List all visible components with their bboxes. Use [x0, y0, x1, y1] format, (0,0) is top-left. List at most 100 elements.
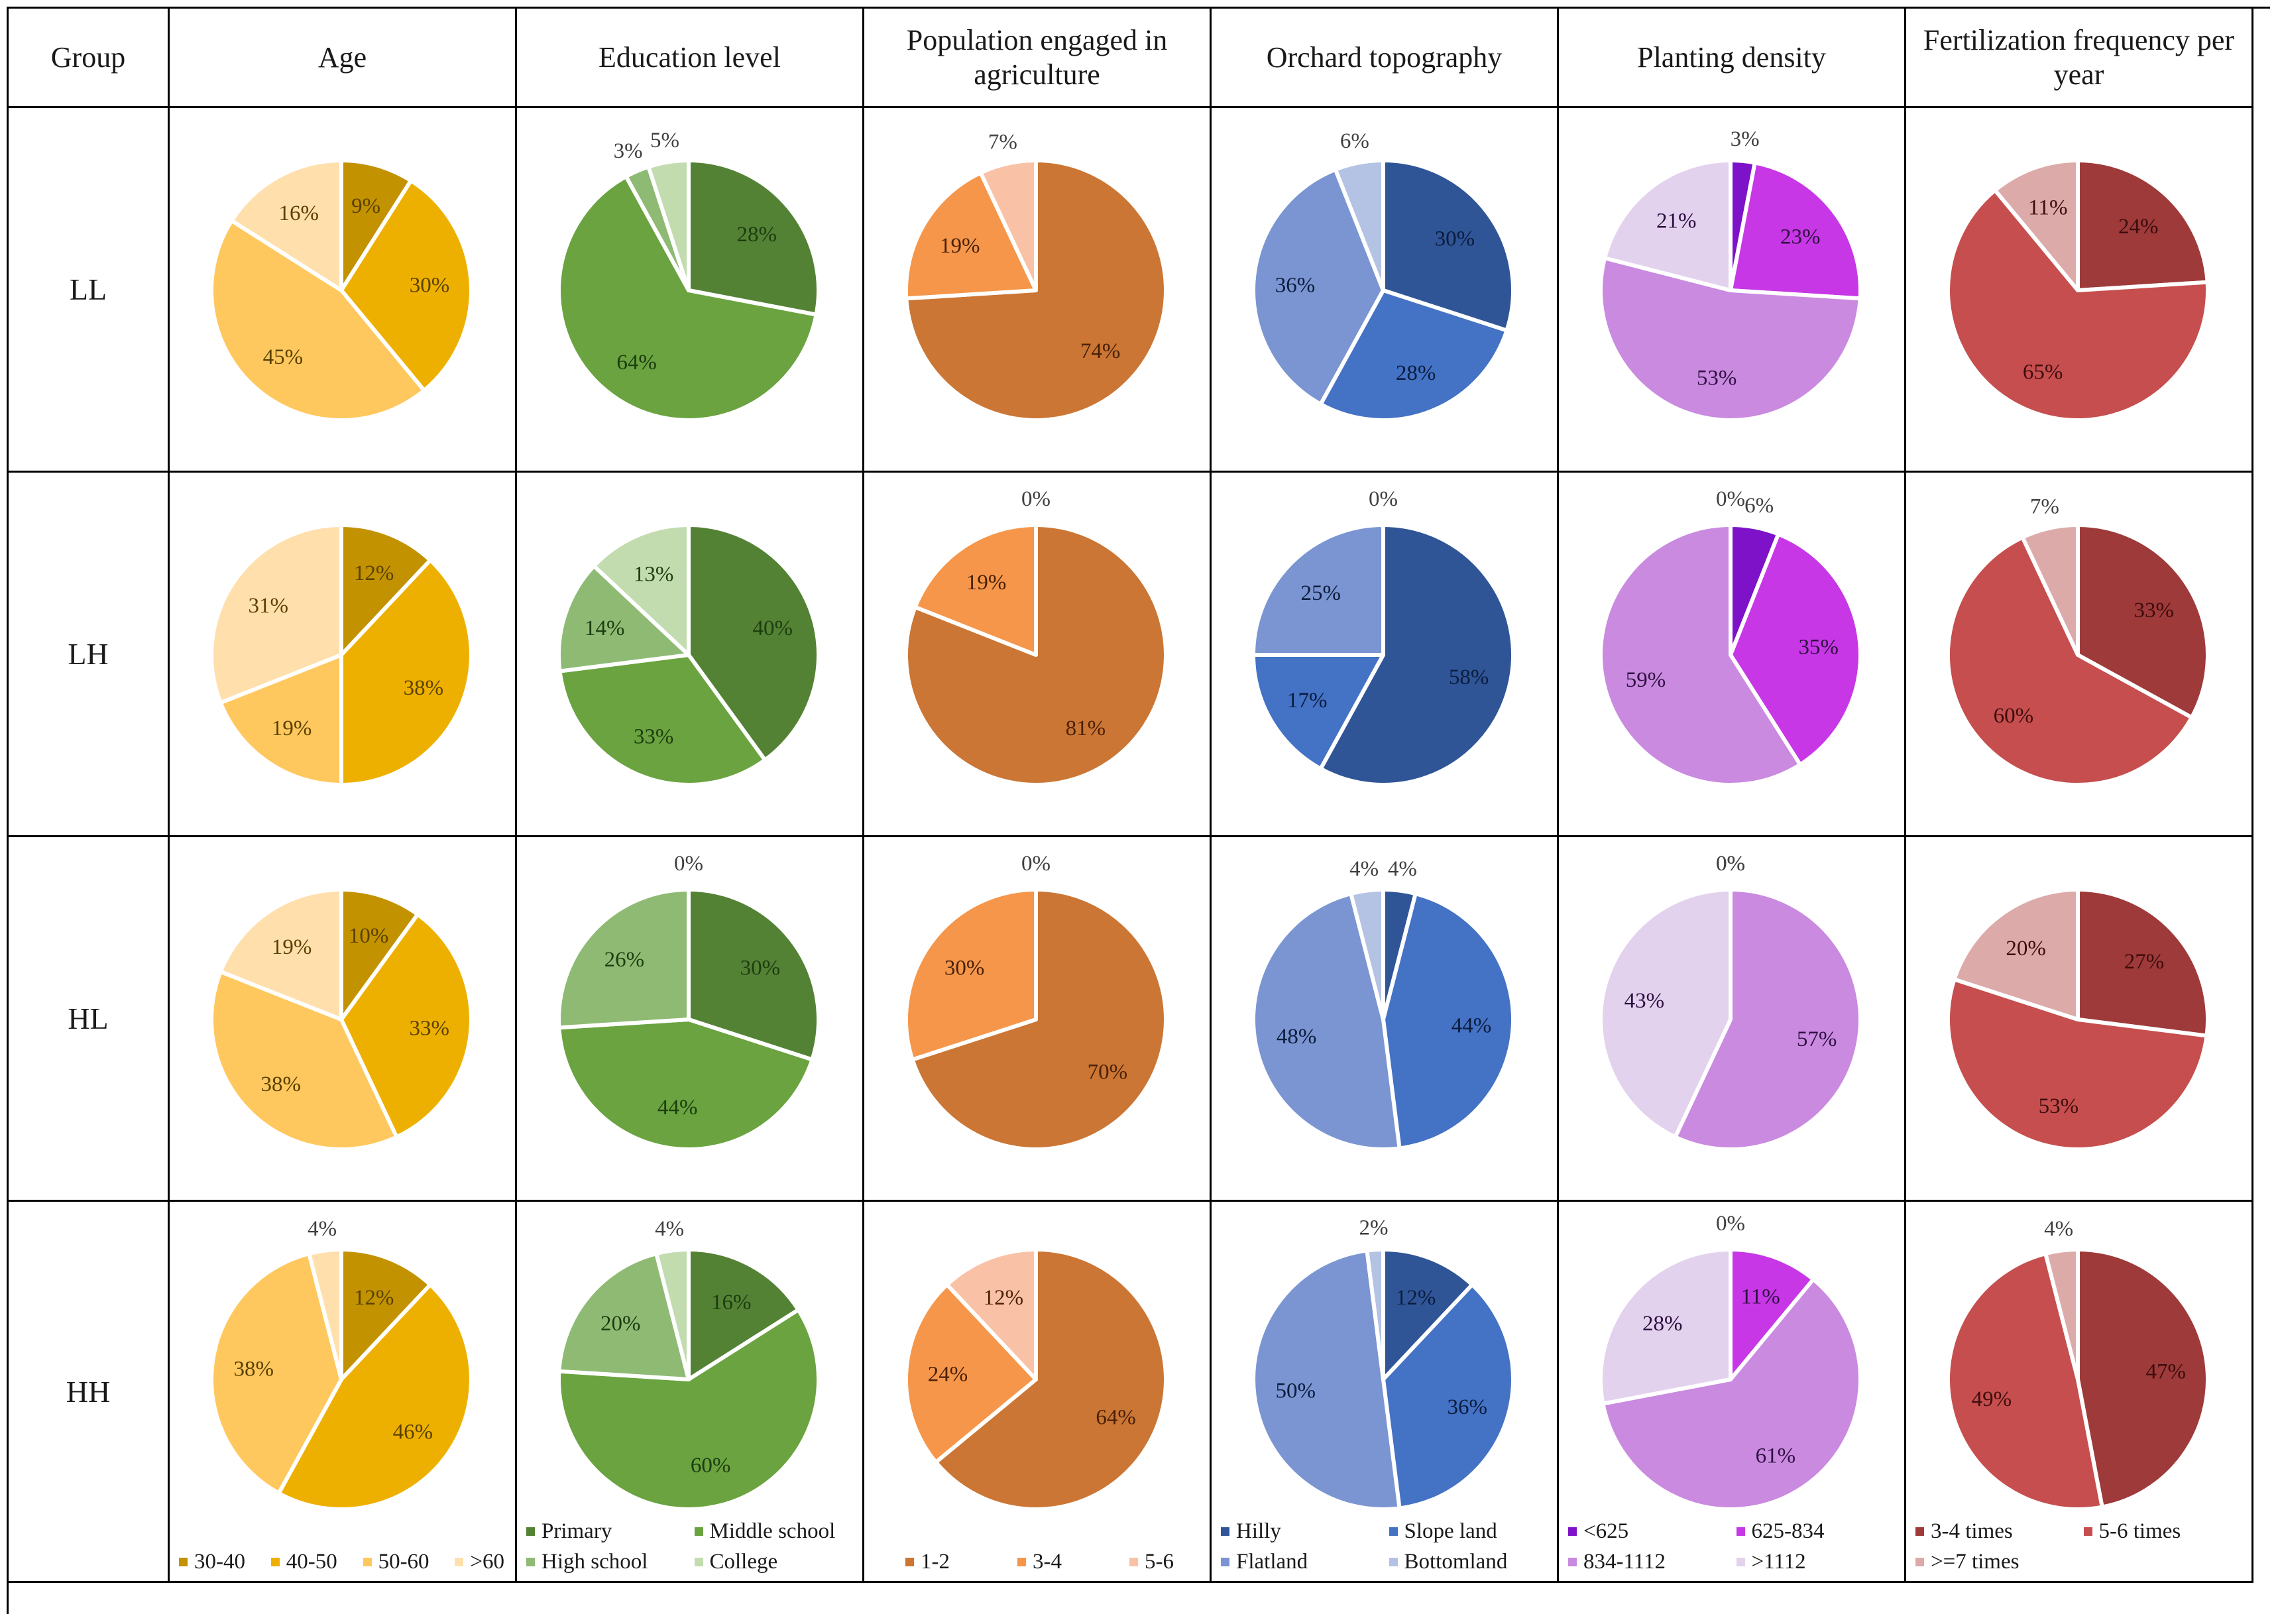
- data-label: 64%: [1096, 1406, 1136, 1430]
- legend-item-60: >60: [455, 1546, 504, 1577]
- slice-5-6: [978, 158, 1038, 292]
- data-label: 2%: [1359, 1216, 1389, 1240]
- slice-40-50: [339, 178, 473, 393]
- slice-3-4: [904, 170, 1038, 301]
- slice-3-4-times: [2076, 888, 2210, 1038]
- data-label: 50%: [1276, 1379, 1316, 1403]
- legend-item-hilly: Hilly: [1221, 1516, 1385, 1546]
- slice-625-834: [1729, 532, 1862, 767]
- slice-1-2: [910, 888, 1168, 1151]
- data-label: 43%: [1624, 989, 1665, 1013]
- legend-label: 30-40: [194, 1550, 245, 1574]
- slice-college: [592, 523, 691, 657]
- figure-table: Group Age Education level Population eng…: [7, 7, 2270, 1614]
- legend-swatch: [1568, 1527, 1577, 1536]
- pie-chart-education-level-hh: 16% 60% 20% 4%: [557, 1217, 821, 1511]
- slice-1112: [1599, 1247, 1733, 1406]
- pie-chart-planting-density-ll: 3% 23% 53% 21%: [1599, 127, 1862, 422]
- header-planting-density: Planting density: [1559, 9, 1906, 108]
- legend: Hilly Slope land Flatland Bottomland: [1221, 1516, 1553, 1577]
- data-label: 40%: [753, 616, 793, 640]
- legend-item-5-6: 5-6: [1129, 1546, 1174, 1577]
- data-label: 4%: [2044, 1217, 2073, 1241]
- slice-60: [209, 523, 343, 705]
- slice-834-1112: [1599, 256, 1862, 422]
- legend-swatch: [526, 1557, 535, 1566]
- pie-chart-fertilization-frequency-per-year-ll: 24% 65% 11%: [1946, 158, 2210, 422]
- pie-chart-planting-density-hl: 0%0%57%43%: [1599, 852, 1862, 1151]
- data-label: 47%: [2145, 1360, 2186, 1383]
- data-label: 20%: [2006, 937, 2046, 960]
- data-label: 16%: [711, 1291, 752, 1314]
- data-label: 57%: [1797, 1027, 1837, 1051]
- data-label: 0%: [1021, 852, 1051, 876]
- header-population-engaged: Population engaged in agriculture: [864, 9, 1212, 108]
- data-label: 25%: [1301, 581, 1341, 605]
- slice-3-4: [913, 523, 1038, 657]
- slice-60: [229, 158, 343, 292]
- pie-chart-population-engaged-in-agriculture-ll: 74% 19% 7%: [904, 131, 1168, 422]
- slice-60: [307, 1247, 343, 1381]
- slice-bottomland: [1349, 888, 1385, 1021]
- slice-high-school: [557, 1251, 691, 1381]
- legend-swatch: [1221, 1527, 1229, 1536]
- slice-primary: [687, 523, 821, 762]
- data-label: 4%: [655, 1217, 684, 1241]
- data-label: 13%: [634, 563, 674, 587]
- data-label: 61%: [1756, 1444, 1796, 1468]
- data-label: 33%: [2134, 599, 2174, 622]
- slice-625-834: [1729, 1247, 1815, 1381]
- pie-cell: 58% 17% 25% 0%: [1212, 473, 1559, 837]
- legend: Primary Middle school High school College: [526, 1516, 858, 1577]
- data-label: 38%: [261, 1073, 302, 1096]
- slice-50-60: [209, 1251, 343, 1495]
- data-label: 36%: [1448, 1395, 1488, 1419]
- data-label: 24%: [928, 1363, 968, 1387]
- data-label: 28%: [736, 223, 777, 247]
- data-label: 38%: [234, 1357, 274, 1381]
- data-label: 12%: [354, 1286, 394, 1310]
- slice-30-40: [339, 523, 433, 657]
- slice-primary: [687, 1247, 801, 1381]
- slice-bottomland: [1333, 158, 1385, 292]
- legend-label: 1-2: [921, 1550, 950, 1574]
- legend-item-3-4-times: 3-4 times: [1915, 1516, 2080, 1546]
- data-label: 44%: [657, 1096, 698, 1120]
- legend-swatch: [363, 1557, 372, 1566]
- legend-swatch: [1568, 1557, 1577, 1566]
- pie-cell: 6% 35% 59% 0%: [1559, 473, 1906, 837]
- legend-swatch: [179, 1557, 188, 1566]
- data-label: 23%: [1780, 225, 1821, 249]
- legend-label: 50-60: [378, 1550, 429, 1574]
- data-label: 59%: [1626, 668, 1666, 692]
- legend-item-3-4: 3-4: [1017, 1546, 1062, 1577]
- pie-cell: 12% 38% 19% 31%: [170, 473, 517, 837]
- legend-item-middle-school: Middle school: [694, 1516, 859, 1546]
- data-label: 26%: [604, 948, 645, 972]
- data-label: 19%: [940, 234, 980, 258]
- data-label: 28%: [1642, 1312, 1683, 1336]
- data-label: 28%: [1396, 361, 1436, 385]
- slice-hilly: [1381, 1247, 1475, 1381]
- data-label: 7%: [988, 131, 1017, 154]
- pie-chart-population-engaged-in-agriculture-hl: 70% 30% 0%: [904, 852, 1168, 1151]
- legend-swatch: [455, 1557, 464, 1566]
- data-label: 31%: [249, 594, 289, 618]
- pie-chart-orchard-topography-hh: 12% 36% 50% 2%: [1251, 1216, 1515, 1511]
- header-education-level: Education level: [517, 9, 864, 108]
- slice-50-60: [209, 218, 426, 422]
- legend-swatch: [1221, 1557, 1229, 1566]
- pie-chart-fertilization-frequency-per-year-lh: 33% 60% 7%: [1946, 495, 2210, 787]
- pie-cell: 28% 64% 3% 5%: [517, 108, 864, 473]
- legend-item-flatland: Flatland: [1221, 1546, 1385, 1577]
- data-label: 30%: [410, 274, 450, 298]
- slice-middle-school: [557, 1307, 821, 1511]
- legend-label: >60: [470, 1550, 504, 1574]
- data-label: 81%: [1066, 717, 1106, 740]
- data-label: 53%: [2039, 1094, 2079, 1118]
- pie-chart-population-engaged-in-agriculture-hh: 64% 24% 12%: [904, 1247, 1168, 1511]
- pie-cell: 10% 33% 38% 19%: [170, 837, 517, 1202]
- data-label: 48%: [1277, 1025, 1317, 1049]
- slice-slope-land: [1251, 653, 1385, 771]
- header-orchard-topography: Orchard topography: [1212, 9, 1559, 108]
